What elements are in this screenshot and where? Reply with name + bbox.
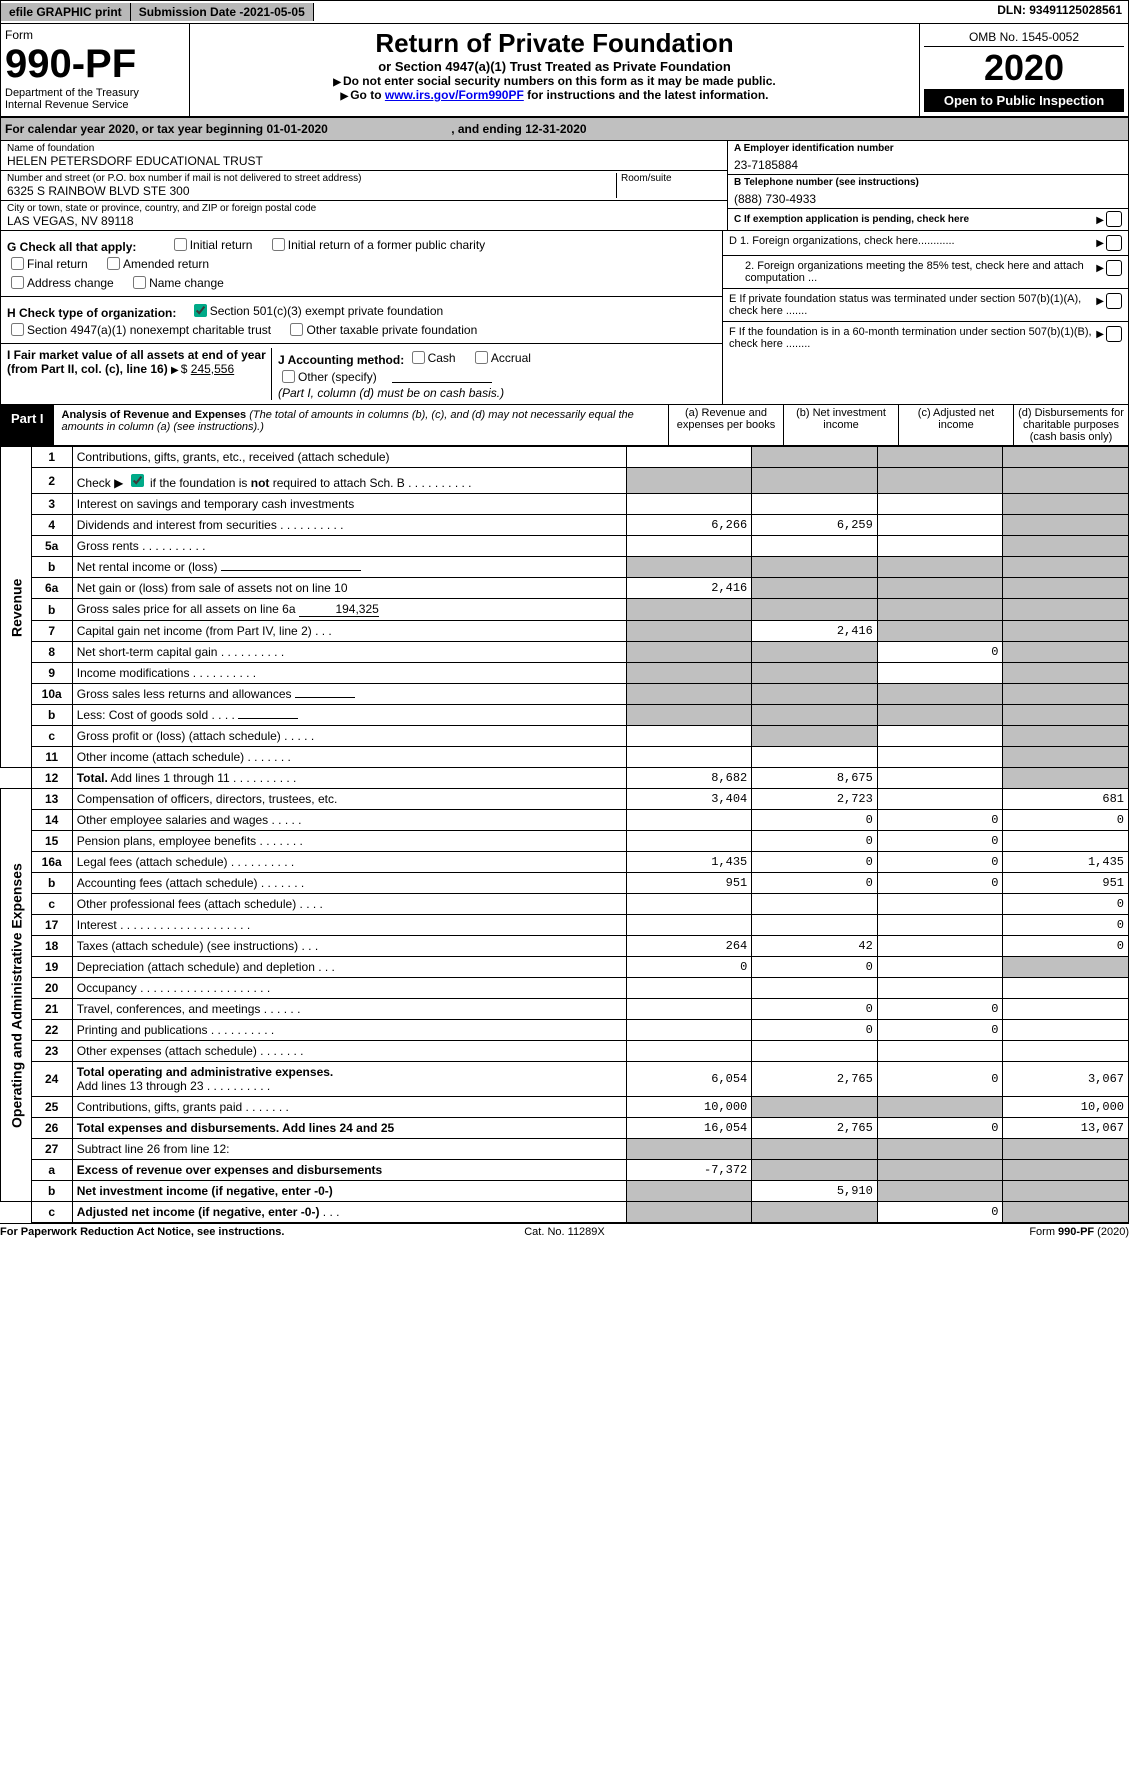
g-initial-former[interactable] xyxy=(272,238,285,251)
efile-button[interactable]: efile GRAPHIC print xyxy=(1,3,131,21)
section-e: E If private foundation status was termi… xyxy=(729,293,1096,317)
h-label: H Check type of organization: xyxy=(7,306,176,320)
form-number: 990-PF xyxy=(5,42,185,87)
form-subtitle: or Section 4947(a)(1) Trust Treated as P… xyxy=(194,59,915,74)
city: LAS VEGAS, NV 89118 xyxy=(7,214,721,228)
d1-checkbox[interactable] xyxy=(1106,235,1122,251)
dept: Department of the Treasury xyxy=(5,87,185,99)
address: 6325 S RAINBOW BLVD STE 300 xyxy=(7,184,616,198)
section-g-to-f: G Check all that apply: Initial return I… xyxy=(0,231,1129,405)
identity-block: Name of foundationHELEN PETERSDORF EDUCA… xyxy=(0,141,1129,231)
g-final[interactable] xyxy=(11,257,24,270)
expenses-label: Operating and Administrative Expenses xyxy=(1,789,32,1202)
cat-no: Cat. No. 11289X xyxy=(376,1226,752,1238)
e-checkbox[interactable] xyxy=(1106,293,1122,309)
section-c: C If exemption application is pending, c… xyxy=(734,214,1096,225)
calendar-year-row: For calendar year 2020, or tax year begi… xyxy=(0,118,1129,141)
ein: 23-7185884 xyxy=(734,154,1122,172)
ein-label: A Employer identification number xyxy=(734,143,1122,154)
phone: (888) 730-4933 xyxy=(734,188,1122,206)
open-to-public: Open to Public Inspection xyxy=(924,89,1124,112)
instructions-link[interactable]: www.irs.gov/Form990PF xyxy=(385,88,524,102)
g-address-change[interactable] xyxy=(11,276,24,289)
omb-number: OMB No. 1545-0052 xyxy=(924,28,1124,47)
j-accrual[interactable] xyxy=(475,351,488,364)
footer: For Paperwork Reduction Act Notice, see … xyxy=(0,1223,1129,1238)
section-f: F If the foundation is in a 60-month ter… xyxy=(729,326,1096,350)
g-name-change[interactable] xyxy=(133,276,146,289)
j-note: (Part I, column (d) must be on cash basi… xyxy=(278,386,504,400)
top-bar: efile GRAPHIC print Submission Date - 20… xyxy=(0,0,1129,24)
revenue-label: Revenue xyxy=(1,447,32,768)
h-other-taxable[interactable] xyxy=(290,323,303,336)
city-label: City or town, state or province, country… xyxy=(7,203,721,214)
col-b-head: (b) Net investment income xyxy=(783,405,898,445)
col-d-head: (d) Disbursements for charitable purpose… xyxy=(1013,405,1128,445)
form-header: Form 990-PF Department of the Treasury I… xyxy=(0,24,1129,118)
warning: Do not enter social security numbers on … xyxy=(194,74,915,88)
h-501c3[interactable] xyxy=(194,304,207,317)
phone-label: B Telephone number (see instructions) xyxy=(734,177,1122,188)
form-ref: Form 990-PF (2020) xyxy=(753,1226,1129,1238)
part1-label: Part I xyxy=(1,405,54,445)
submission-date: Submission Date - 2021-05-05 xyxy=(131,3,314,21)
addr-label: Number and street (or P.O. box number if… xyxy=(7,173,616,184)
room-label: Room/suite xyxy=(621,173,721,184)
fmv-value: 245,556 xyxy=(191,362,234,376)
paperwork-notice: For Paperwork Reduction Act Notice, see … xyxy=(0,1226,376,1238)
part1-table: Revenue 1Contributions, gifts, grants, e… xyxy=(0,446,1129,1223)
j-cash[interactable] xyxy=(412,351,425,364)
col-a-head: (a) Revenue and expenses per books xyxy=(668,405,783,445)
part1-header: Part I Analysis of Revenue and Expenses … xyxy=(0,405,1129,446)
f-checkbox[interactable] xyxy=(1106,326,1122,342)
line2-checkbox[interactable] xyxy=(131,474,144,487)
d2-checkbox[interactable] xyxy=(1106,260,1122,276)
tax-year: 2020 xyxy=(924,47,1124,89)
g-amended[interactable] xyxy=(107,257,120,270)
d2: 2. Foreign organizations meeting the 85%… xyxy=(729,260,1096,284)
form-word: Form xyxy=(5,28,185,42)
foundation-name: HELEN PETERSDORF EDUCATIONAL TRUST xyxy=(7,154,721,168)
irs: Internal Revenue Service xyxy=(5,99,185,111)
name-label: Name of foundation xyxy=(7,143,721,154)
j-other[interactable] xyxy=(282,370,295,383)
dln: DLN: 93491125028561 xyxy=(314,1,1128,23)
g-label: G Check all that apply: xyxy=(7,240,136,254)
col-c-head: (c) Adjusted net income xyxy=(898,405,1013,445)
j-label: J Accounting method: xyxy=(278,353,404,367)
h-4947[interactable] xyxy=(11,323,24,336)
d1: D 1. Foreign organizations, check here..… xyxy=(729,235,1096,251)
g-initial-return[interactable] xyxy=(174,238,187,251)
c-checkbox[interactable] xyxy=(1106,211,1122,227)
form-title: Return of Private Foundation xyxy=(194,28,915,59)
